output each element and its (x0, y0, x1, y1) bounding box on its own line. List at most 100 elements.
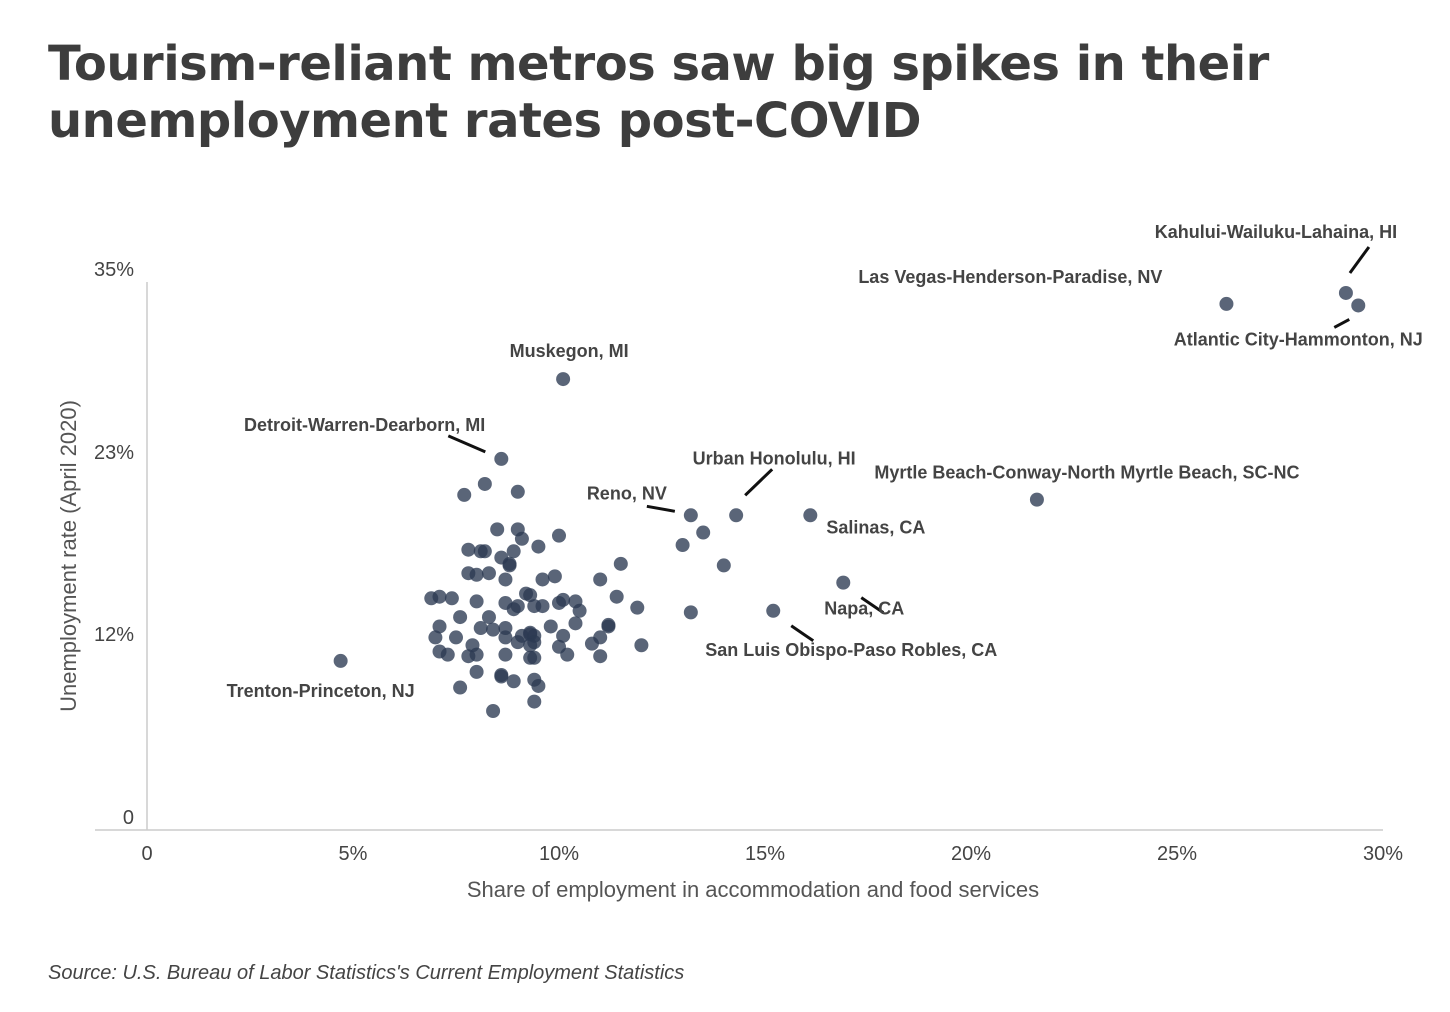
scatter-point (502, 558, 517, 573)
scatter-point (556, 628, 571, 643)
point-annotation: Las Vegas-Henderson-Paradise, NV (858, 267, 1162, 287)
scatter-point (432, 619, 447, 634)
annotation-leader-line (860, 596, 885, 614)
annotation-leader-line (646, 504, 676, 513)
y-tick-label: 35% (94, 259, 134, 281)
point-annotation: Napa, CA (824, 599, 904, 619)
scatter-point (486, 622, 501, 637)
point-annotation: Myrtle Beach-Conway-North Myrtle Beach, … (874, 463, 1299, 483)
point-annotation: Kahului-Wailuku-Lahaina, HI (1155, 222, 1397, 242)
scatter-point (572, 603, 587, 618)
scatter-point (444, 591, 459, 606)
y-tick-labels: 0 12% 23% 35% (94, 259, 134, 829)
x-tick-label: 0 (141, 843, 152, 865)
point-annotation: Detroit-Warren-Dearborn, MI (244, 415, 485, 435)
x-tick-label: 30% (1363, 843, 1403, 865)
annotation-leader-line (447, 434, 486, 454)
scatter-point (1029, 492, 1044, 507)
x-tick-label: 5% (339, 843, 368, 865)
scatter-point (449, 630, 463, 645)
scatter-point (440, 647, 455, 662)
point-annotation: Atlantic City-Hammonton, NJ (1174, 329, 1423, 349)
scatter-point (836, 575, 851, 590)
scatter-point (613, 556, 628, 571)
scatter-point (535, 572, 550, 587)
scatter-point (547, 569, 562, 584)
point-annotation: Salinas, CA (826, 517, 925, 537)
scatter-point (498, 572, 513, 587)
scatter-point (514, 531, 529, 546)
point-annotation: Urban Honolulu, HI (693, 448, 856, 468)
scatter-point (490, 522, 505, 537)
source-note: Source: U.S. Bureau of Labor Statistics'… (48, 962, 685, 984)
scatter-point (630, 600, 645, 615)
scatter-point (543, 619, 558, 634)
scatter-point (469, 647, 484, 662)
scatter-point (531, 539, 546, 554)
annotation-leader-line (1348, 246, 1371, 274)
scatter-point (552, 528, 566, 543)
scatter-point (510, 484, 525, 499)
point-annotations: Kahului-Wailuku-Lahaina, HI Las Vegas-Hen… (227, 222, 1423, 701)
scatter-point (428, 630, 443, 645)
scatter-point (1338, 285, 1353, 300)
scatter-point (568, 616, 583, 631)
scatter-point (461, 542, 476, 557)
scatter-point (477, 476, 492, 491)
point-annotation: San Luis Obispo-Paso Robles, CA (705, 640, 997, 660)
y-tick-label: 0 (123, 807, 134, 829)
x-tick-label: 15% (745, 843, 785, 865)
scatter-point (675, 538, 690, 553)
scatter-point (527, 599, 542, 614)
scatter-point (634, 638, 649, 653)
scatter-point (609, 589, 624, 604)
x-tick-label: 25% (1157, 843, 1197, 865)
scatter-point (601, 617, 616, 632)
chart-title: Tourism-reliant metros saw big spikes in… (48, 36, 1269, 149)
y-axis-label: Unemployment rate (April 2020) (56, 400, 81, 712)
scatter-point (432, 589, 447, 604)
annotation-leader-line (744, 468, 774, 497)
scatter-point (494, 669, 509, 684)
annotation-leader-line (790, 624, 815, 643)
scatter-point (469, 594, 484, 609)
x-tick-label: 20% (951, 843, 991, 865)
scatter-point (453, 680, 468, 695)
scatter-point (556, 592, 571, 607)
annotation-leader-line (1333, 318, 1350, 329)
scatter-point (766, 603, 781, 618)
y-tick-label: 23% (94, 442, 134, 464)
y-tick-label: 12% (94, 624, 134, 646)
annotation-leader-lines (447, 246, 1371, 643)
scatter-point (473, 621, 488, 636)
scatter-point (453, 610, 468, 625)
scatter-point (527, 635, 542, 650)
x-tick-label: 10% (539, 843, 579, 865)
scatter-point (683, 605, 698, 620)
scatter-point (593, 630, 608, 645)
scatter-point (481, 610, 496, 625)
scatter-point (506, 602, 521, 617)
data-points (333, 285, 1366, 719)
scatter-point (523, 588, 538, 603)
scatter-point (527, 694, 542, 709)
point-annotation: Trenton-Princeton, NJ (227, 681, 415, 701)
scatter-point (531, 678, 546, 693)
scatter-point (593, 649, 608, 664)
scatter-point (1351, 298, 1366, 313)
scatter-point (498, 630, 513, 645)
scatter-point (477, 544, 492, 559)
point-annotation: Reno, NV (587, 483, 667, 503)
scatter-point (696, 525, 711, 540)
point-annotation: Muskegon, MI (510, 341, 629, 361)
scatter-point (683, 508, 698, 523)
scatter-point (506, 544, 521, 559)
scatter-point (560, 647, 575, 662)
scatter-point (527, 650, 542, 665)
scatter-point (593, 572, 608, 587)
scatter-point (469, 567, 484, 582)
scatter-point (333, 653, 348, 668)
x-axis-label: Share of employment in accommodation and… (467, 877, 1039, 902)
scatter-point (729, 508, 744, 523)
